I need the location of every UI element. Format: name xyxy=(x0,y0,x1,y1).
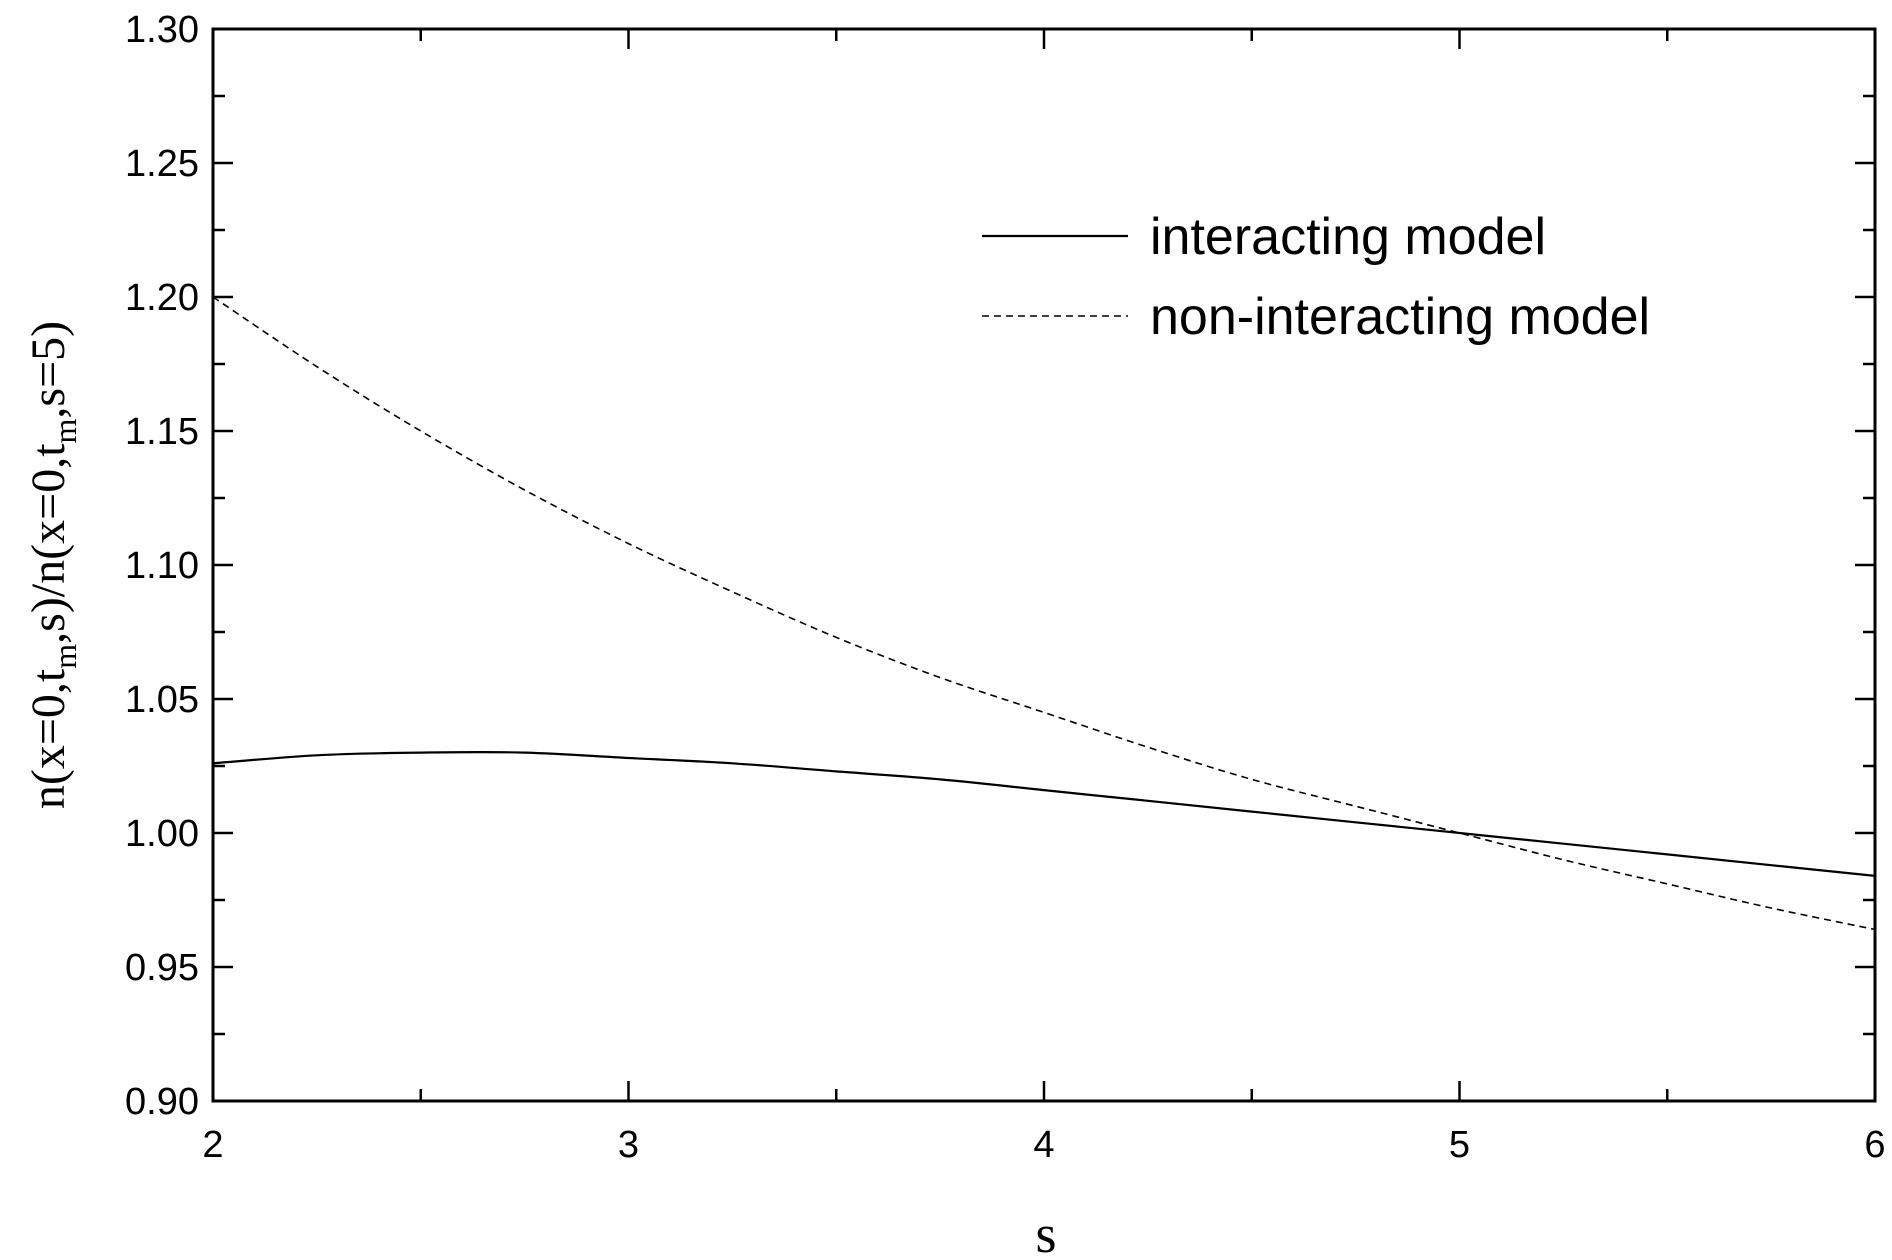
plot-area-frame xyxy=(211,27,1877,1103)
y-axis-title-part-3: ,s=5) xyxy=(22,321,75,419)
y-tick-label: 1.10 xyxy=(125,545,199,587)
y-tick-label: 0.95 xyxy=(125,947,199,989)
x-tick-label: 4 xyxy=(1033,1124,1054,1166)
y-tick-label: 1.20 xyxy=(125,277,199,319)
x-axis-title: s xyxy=(1035,1204,1056,1260)
x-axis-tick-labels: 2 3 4 5 6 xyxy=(202,1124,1885,1166)
y-tick-label: 1.05 xyxy=(125,679,199,721)
x-tick-label: 5 xyxy=(1449,1124,1470,1166)
y-axis-tick-labels: 0.90 0.95 1.00 1.05 1.10 1.15 1.20 1.25 1.30 xyxy=(125,9,199,1123)
y-axis-title-part-1: n(x=0,t xyxy=(22,668,75,809)
y-axis-title-part-2: ,s)/n(x=0,t xyxy=(22,443,75,644)
axis-ticks xyxy=(211,27,1877,1103)
y-tick-label: 1.00 xyxy=(125,813,199,855)
y-tick-label: 1.15 xyxy=(125,411,199,453)
x-tick-label: 2 xyxy=(202,1124,223,1166)
series-layer xyxy=(212,296,1876,931)
legend-label-interacting-model: interacting model xyxy=(1150,208,1546,266)
legend: interacting model non-interacting model xyxy=(982,208,1650,346)
x-tick-label: 3 xyxy=(618,1124,639,1166)
y-tick-label: 1.25 xyxy=(125,143,199,185)
x-tick-label: 6 xyxy=(1864,1124,1885,1166)
legend-label-non-interacting-model: non-interacting model xyxy=(1150,288,1650,346)
y-tick-label: 1.30 xyxy=(125,9,199,51)
y-tick-label: 0.90 xyxy=(125,1081,199,1123)
y-axis-title-subscript-1: m xyxy=(47,644,83,669)
series-line-interacting-model xyxy=(212,750,1876,877)
series-line-non-interacting-model xyxy=(212,296,1876,931)
y-axis-title: n(x=0,tm,s)/n(x=0,tm,s=5) xyxy=(22,321,83,809)
y-axis-title-subscript-2: m xyxy=(47,418,83,443)
